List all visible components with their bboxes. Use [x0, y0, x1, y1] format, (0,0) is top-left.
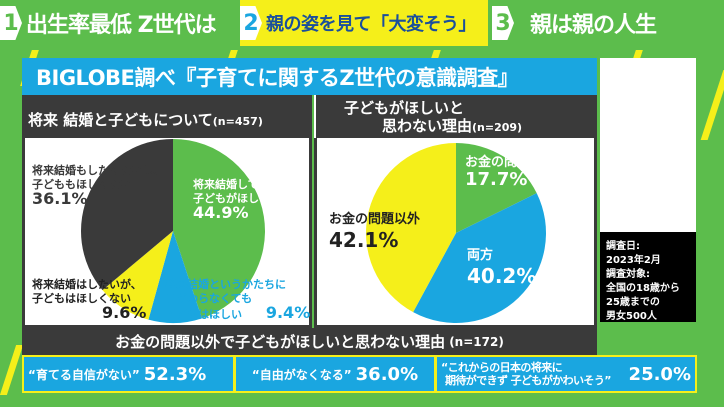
- left-chart-heading: 将来 結婚と子どもについて(n=457): [22, 95, 312, 138]
- tab-topic-1[interactable]: 出生率最低 Z世代は: [26, 13, 217, 38]
- pie-slice-2: [102, 231, 173, 320]
- reason-box-1: “育てる自信がない” 52.3%: [22, 355, 235, 393]
- reason-box-3: “これからの日本の将来に 期待ができず 子どもがかわいそう” 25.0%: [435, 355, 697, 393]
- pie-slice-1: [148, 231, 202, 323]
- pie-slice-0: [456, 143, 537, 233]
- reason-box-2: “自由がなくなる” 36.0%: [234, 355, 436, 393]
- tab-topic-2[interactable]: 親の姿を見て「大変そう」: [266, 14, 477, 35]
- label-dark: 将来結婚もしたくないし、 子どももほしくない 36.1%: [32, 164, 164, 208]
- left-heading-text: 将来 結婚と子どもについて: [28, 111, 213, 129]
- pie-slice-1: [413, 193, 546, 323]
- label-yellow: 将来結婚はしたいが、 子どもはほしくない 9.6%: [32, 278, 147, 322]
- label-both: 両方 40.2%: [467, 248, 537, 288]
- pie-slice-2: [365, 143, 456, 313]
- label-blue: 将来結婚というかたちに こだわらなくても 子どもはほしい 9.4%: [165, 278, 311, 322]
- pie-chart-marriage: [80, 139, 265, 323]
- decor-stripe: [0, 345, 24, 395]
- label-green: 将来結婚して、 子どもがほしい 44.9%: [193, 178, 270, 222]
- tab-topic-3[interactable]: 親は親の人生: [530, 13, 657, 38]
- pie-slice-3: [80, 139, 173, 291]
- right-n: (n=209): [472, 121, 523, 134]
- bottom-heading: お金の問題以外で子どもがほしいと思わない理由 (n=172): [22, 328, 597, 355]
- right-heading-line1: 子どもがほしいと: [344, 99, 465, 117]
- topic-tabs: 1 出生率最低 Z世代は 2 親の姿を見て「大変そう」 3 親は親の人生: [0, 0, 724, 46]
- pie-chart-reasons: [365, 143, 546, 323]
- left-chart-panel: 将来結婚もしたくないし、 子どももほしくない 36.1% 将来結婚して、 子どもがほし…: [22, 138, 312, 328]
- right-heading-line2: 思わない理由: [382, 117, 473, 135]
- blank-panel: [600, 58, 696, 232]
- right-chart-heading: 子どもがほしいと 思わない理由(n=209): [314, 95, 597, 138]
- tab-number-2: 2: [240, 6, 262, 40]
- decor-stripe: [700, 70, 724, 140]
- active-tab-background: [240, 0, 488, 46]
- survey-title: BIGLOBE調べ『子育てに関するZ世代の意識調査』: [22, 58, 597, 95]
- label-money: お金の問題 17.7%: [465, 155, 531, 190]
- pie-slice-0: [173, 139, 265, 319]
- right-chart-panel: お金の問題 17.7% 両方 40.2% お金の問題以外 42.1%: [314, 138, 597, 328]
- survey-note: 調査日: 2023年2月 調査対象: 全国の18歳から 25歳までの 男女500人: [600, 232, 696, 322]
- label-non-money: お金の問題以外 42.1%: [329, 212, 421, 252]
- left-n: (n=457): [212, 115, 263, 128]
- tab-number-1: 1: [0, 6, 22, 40]
- tab-number-3: 3: [492, 6, 514, 40]
